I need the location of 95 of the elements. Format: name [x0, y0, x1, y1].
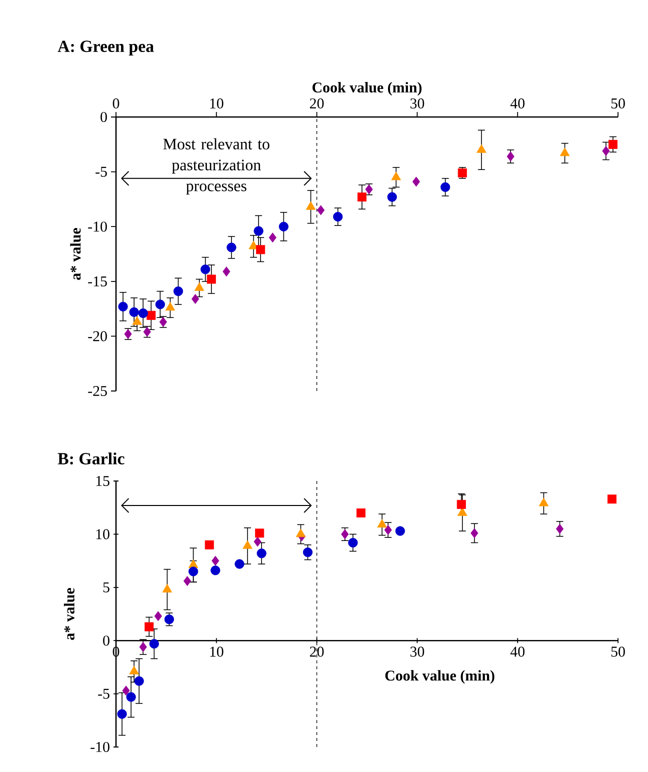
point: [296, 528, 306, 538]
point: [144, 622, 154, 632]
y-tick-label: 5: [103, 582, 110, 592]
y-tick-label: 0: [103, 636, 110, 646]
point: [117, 709, 127, 719]
x-tick-label: 10: [210, 98, 224, 108]
point: [556, 524, 564, 534]
point: [254, 226, 264, 236]
x-tick-label: 50: [611, 98, 625, 108]
point: [506, 151, 514, 162]
point: [146, 310, 156, 320]
point: [129, 307, 139, 317]
point: [607, 494, 616, 504]
point: [560, 148, 570, 156]
point: [183, 576, 192, 586]
point: [164, 614, 174, 624]
x-axis-title: Cook value (min): [385, 670, 494, 684]
point: [254, 536, 262, 547]
y-tick-label: -5: [98, 688, 110, 699]
point: [256, 245, 266, 254]
point: [302, 547, 313, 558]
point: [387, 192, 397, 202]
point: [456, 500, 466, 509]
point: [154, 611, 162, 622]
y-tick-label: -5: [96, 166, 107, 177]
x-axis-title: Cook value (min): [312, 82, 422, 96]
point: [377, 519, 387, 528]
point: [348, 538, 358, 548]
y-tick-label: 10: [96, 529, 110, 540]
point: [226, 242, 236, 252]
point: [155, 300, 165, 310]
x-tick-label: 50: [611, 646, 625, 657]
point: [149, 639, 159, 649]
point: [538, 498, 549, 506]
y-tick-label: 0: [100, 112, 107, 122]
point: [122, 686, 130, 696]
point: [602, 146, 610, 156]
y-tick-label: -25: [88, 386, 107, 396]
x-tick-label: 10: [210, 646, 224, 657]
point: [384, 524, 392, 535]
point: [192, 294, 200, 304]
x-tick-label: 40: [510, 98, 525, 108]
x-tick-label: 30: [410, 98, 424, 108]
point: [134, 676, 144, 686]
point: [222, 266, 230, 277]
point: [212, 556, 220, 566]
point: [242, 540, 252, 549]
point: [278, 222, 288, 232]
point: [139, 642, 147, 652]
point: [188, 566, 198, 576]
point: [256, 548, 266, 558]
point: [333, 212, 343, 222]
point: [395, 526, 405, 536]
y-tick-label: -10: [88, 222, 107, 232]
y-axis-title: a* value: [64, 588, 74, 640]
point: [173, 286, 184, 296]
x-tick-label: 30: [410, 646, 424, 657]
point: [129, 666, 139, 674]
point: [210, 566, 220, 576]
point: [138, 308, 148, 318]
chart-title: B: Garlic: [58, 452, 124, 465]
point: [118, 302, 128, 312]
annotation: Most relevant to pasteurization processes: [163, 138, 270, 195]
x-tick-label: 0: [112, 98, 120, 108]
point: [458, 507, 468, 516]
point: [200, 264, 210, 274]
y-tick-label: -15: [88, 276, 107, 286]
y-tick-label: 15: [96, 476, 110, 486]
x-tick-label: 20: [310, 98, 324, 108]
point: [317, 205, 325, 216]
x-tick-label: 40: [510, 646, 525, 657]
point: [194, 282, 204, 291]
point: [476, 144, 486, 153]
point: [306, 201, 316, 210]
point: [412, 176, 420, 187]
point: [391, 172, 401, 180]
point: [608, 140, 618, 149]
point: [268, 232, 276, 243]
point: [162, 584, 172, 592]
point: [255, 528, 264, 538]
point: [165, 302, 176, 311]
y-tick-label: -10: [90, 742, 110, 752]
point: [356, 508, 366, 518]
chart-title: A: Green pea: [58, 40, 154, 56]
point: [234, 559, 244, 569]
point: [357, 192, 366, 202]
point: [341, 529, 349, 540]
point: [126, 692, 136, 702]
point: [204, 540, 214, 550]
y-axis-title: a* value: [70, 228, 81, 280]
point: [440, 182, 450, 192]
x-tick-label: 20: [310, 646, 324, 657]
point: [470, 528, 478, 538]
point: [206, 274, 216, 284]
y-tick-label: -20: [88, 331, 107, 342]
